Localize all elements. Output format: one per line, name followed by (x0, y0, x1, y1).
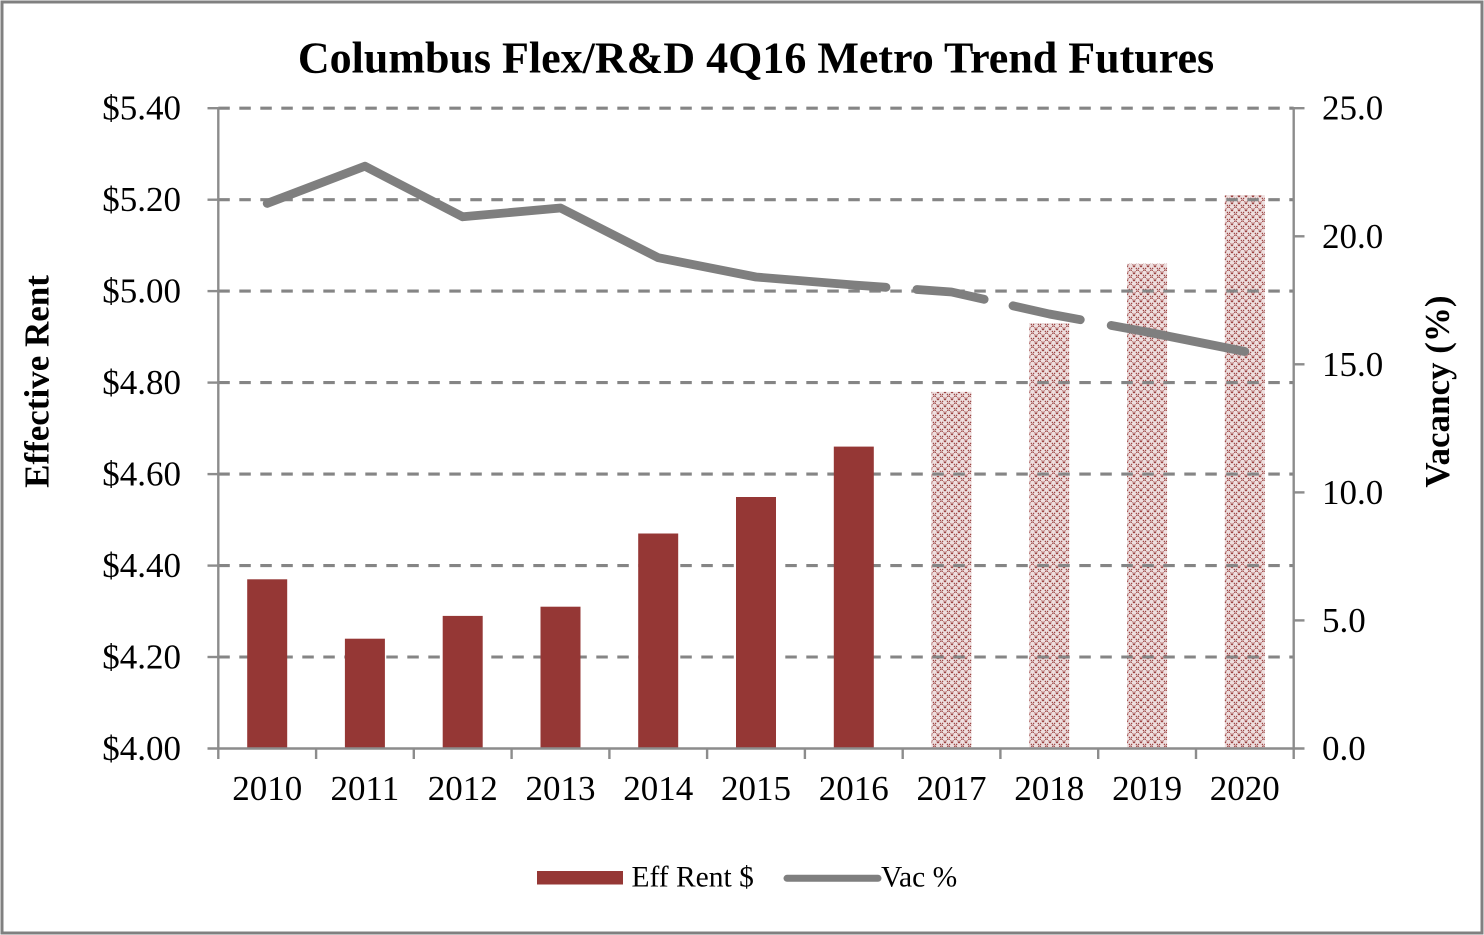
svg-text:$4.40: $4.40 (102, 546, 181, 585)
svg-text:25.0: 25.0 (1322, 89, 1383, 128)
svg-text:$4.20: $4.20 (102, 638, 181, 677)
svg-text:Effective Rent: Effective Rent (18, 275, 57, 488)
svg-text:20.0: 20.0 (1322, 217, 1383, 256)
svg-text:2016: 2016 (819, 769, 889, 808)
svg-text:2011: 2011 (331, 769, 400, 808)
svg-text:2013: 2013 (526, 769, 596, 808)
svg-text:2017: 2017 (917, 769, 987, 808)
svg-text:$5.00: $5.00 (102, 272, 181, 311)
svg-text:$5.40: $5.40 (102, 89, 181, 128)
svg-text:2018: 2018 (1014, 769, 1084, 808)
svg-text:2012: 2012 (428, 769, 498, 808)
svg-text:$4.80: $4.80 (102, 363, 181, 402)
svg-text:$5.20: $5.20 (102, 180, 181, 219)
svg-text:5.0: 5.0 (1322, 601, 1366, 640)
svg-text:2015: 2015 (721, 769, 791, 808)
svg-text:Eff Rent $: Eff Rent $ (632, 862, 754, 894)
svg-text:$4.00: $4.00 (102, 729, 181, 768)
svg-text:0.0: 0.0 (1322, 729, 1366, 768)
svg-text:2020: 2020 (1210, 769, 1280, 808)
svg-text:2019: 2019 (1112, 769, 1182, 808)
svg-text:10.0: 10.0 (1322, 473, 1383, 512)
svg-text:Vac %: Vac % (881, 862, 957, 894)
svg-text:$4.60: $4.60 (102, 455, 181, 494)
svg-text:2010: 2010 (232, 769, 302, 808)
svg-text:2014: 2014 (623, 769, 693, 808)
svg-text:15.0: 15.0 (1322, 345, 1383, 384)
svg-text:Vacancy (%): Vacancy (%) (1418, 295, 1457, 487)
svg-text:Columbus Flex/R&D 4Q16 Metro T: Columbus Flex/R&D 4Q16 Metro Trend Futur… (298, 33, 1214, 82)
